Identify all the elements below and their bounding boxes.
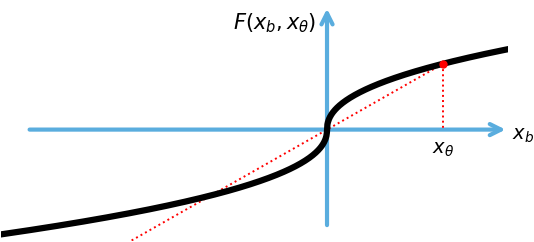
- Text: $x_b$: $x_b$: [512, 127, 534, 145]
- Text: $x_\theta$: $x_\theta$: [432, 141, 454, 159]
- Text: $F(x_b, x_\theta)$: $F(x_b, x_\theta)$: [233, 11, 316, 35]
